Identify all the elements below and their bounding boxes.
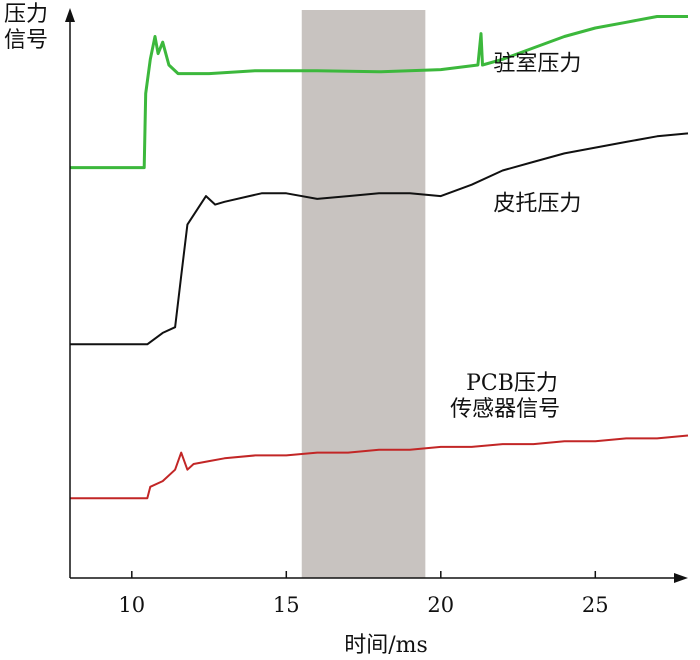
y-axis-arrow	[65, 8, 75, 22]
series-line-1	[70, 15, 688, 170]
series-layer	[70, 15, 689, 500]
series-line-2	[70, 132, 689, 346]
x-tick-label: 10	[118, 593, 145, 617]
x-axis-arrow	[674, 573, 688, 583]
ticks-layer: 10 15 20 25	[118, 571, 609, 617]
x-tick-label: 15	[273, 593, 300, 617]
y-axis-label: 压力 信号	[4, 2, 49, 53]
x-axis-label: 时间/ms	[344, 633, 428, 658]
x-tick-label: 25	[582, 593, 609, 617]
x-tick-label: 20	[427, 593, 454, 617]
series-label-1: 驻室压力	[493, 52, 581, 77]
series-label-2: 皮托压力	[493, 191, 581, 216]
axes-layer	[65, 8, 688, 583]
series-line-3	[70, 434, 689, 500]
series-label-3: PCB压力传感器信号	[450, 371, 560, 422]
shaded-region	[301, 10, 426, 578]
